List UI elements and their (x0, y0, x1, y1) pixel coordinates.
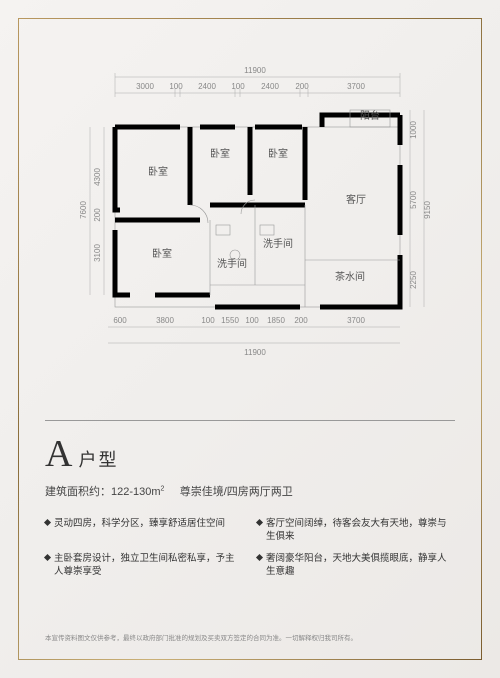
room-label-bath1: 洗手间 (217, 257, 247, 270)
bullet-icon (44, 554, 51, 561)
tagline: 尊崇佳境/四房两厅两卫 (180, 486, 293, 498)
svg-text:3700: 3700 (347, 316, 365, 325)
svg-text:1850: 1850 (267, 316, 285, 325)
svg-text:3800: 3800 (156, 316, 174, 325)
svg-text:4300: 4300 (93, 168, 102, 186)
dims-top: 3000 100 2400 100 2400 200 3700 (136, 82, 365, 91)
bullet-icon (256, 519, 263, 526)
bullet-icon (44, 519, 51, 526)
dim-bottom-total: 11900 (244, 348, 266, 357)
area-value: 122-130m (111, 486, 161, 498)
dims-right: 1000 5700 2250 (409, 121, 418, 289)
svg-text:200: 200 (294, 316, 308, 325)
room-labels: 卧室卧室卧室卧室客厅阳台洗手间洗手间茶水间 (148, 109, 380, 283)
svg-text:1000: 1000 (409, 121, 418, 139)
dims-left: 4300 200 3100 (93, 168, 102, 262)
feature-item: 主卧套房设计，独立卫生间私密私享，予主人尊崇享受 (45, 552, 243, 579)
svg-text:600: 600 (113, 316, 127, 325)
svg-text:2250: 2250 (409, 271, 418, 289)
feature-item: 奢阔豪华阳台，天地大美俱揽眼底，静享人生意趣 (257, 552, 455, 579)
feature-item: 客厅空间阔绰，待客会友大有天地，尊崇与生俱来 (257, 517, 455, 544)
disclaimer-text: 本宣传资料图文仅供参考，最终以政府部门批准的规划及买卖双方签定的合同为准。一切解… (45, 634, 455, 644)
svg-text:100: 100 (201, 316, 215, 325)
title-row: A 户型 (45, 435, 455, 473)
dim-right-total: 9150 (423, 201, 432, 219)
floor-plan-diagram: 11900 3000 100 2400 100 2400 200 3700 7600 430… (60, 55, 440, 365)
area-sup: 2 (161, 485, 165, 492)
svg-text:1550: 1550 (221, 316, 239, 325)
room-label-bedroom2: 卧室 (210, 147, 230, 160)
svg-text:200: 200 (93, 208, 102, 222)
svg-text:100: 100 (169, 82, 183, 91)
dim-left-total: 7600 (79, 201, 88, 219)
unit-letter: A (45, 435, 72, 473)
dims-bottom: 600 3800 100 1550 100 1850 200 3700 (113, 316, 365, 325)
area-label: 建筑面积约： (45, 486, 111, 498)
svg-text:2400: 2400 (198, 82, 216, 91)
divider-line (45, 420, 455, 421)
subtitle: 建筑面积约：122-130m2 尊崇佳境/四房两厅两卫 (45, 483, 455, 499)
room-label-bath2: 洗手间 (263, 237, 293, 250)
room-label-bedroom3: 卧室 (268, 147, 288, 160)
svg-text:100: 100 (231, 82, 245, 91)
room-label-balcony: 阳台 (360, 109, 380, 122)
room-label-bedroom1: 卧室 (148, 165, 168, 178)
svg-text:5700: 5700 (409, 191, 418, 209)
svg-text:3000: 3000 (136, 82, 154, 91)
room-label-living: 客厅 (346, 193, 366, 206)
svg-text:100: 100 (245, 316, 259, 325)
svg-text:2400: 2400 (261, 82, 279, 91)
dim-top-total: 11900 (244, 66, 266, 75)
svg-text:3700: 3700 (347, 82, 365, 91)
room-label-tea: 茶水间 (335, 270, 365, 283)
room-label-bedroom4: 卧室 (152, 247, 172, 260)
unit-label-cn: 户型 (78, 446, 118, 472)
svg-text:200: 200 (295, 82, 309, 91)
info-section: A 户型 建筑面积约：122-130m2 尊崇佳境/四房两厅两卫 灵动四房，科学… (45, 420, 455, 578)
feature-item: 灵动四房，科学分区，臻享舒适居住空间 (45, 517, 243, 544)
bullet-icon (256, 554, 263, 561)
features-grid: 灵动四房，科学分区，臻享舒适居住空间 客厅空间阔绰，待客会友大有天地，尊崇与生俱… (45, 517, 455, 578)
svg-text:3100: 3100 (93, 244, 102, 262)
